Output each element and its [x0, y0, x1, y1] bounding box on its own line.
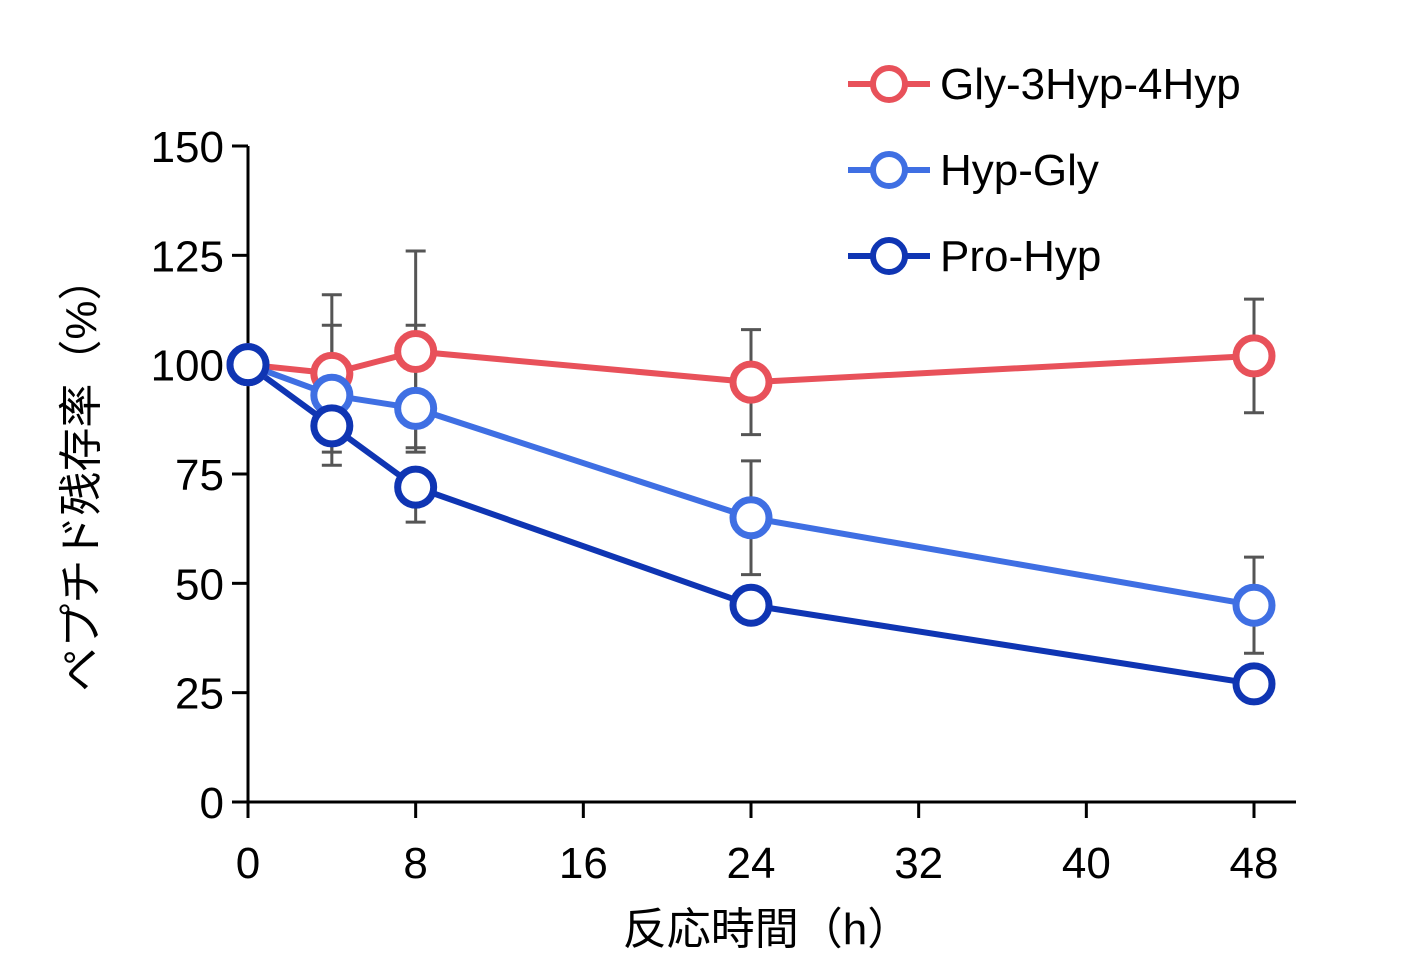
data-point-2 [394, 465, 438, 509]
data-point-2 [729, 583, 773, 627]
x-tick-label: 16 [559, 839, 608, 888]
legend-swatch-marker [870, 65, 908, 103]
data-point-0 [729, 360, 773, 404]
y-axis-title: ペプチド残存率（%） [57, 256, 106, 691]
data-point-0 [394, 330, 438, 374]
x-tick-label: 32 [894, 839, 943, 888]
x-tick-label: 8 [403, 839, 427, 888]
axis-ticks: 0 25 50 75 100 125 150 0 8 16 24 32 40 48 [151, 123, 1279, 888]
legend-swatch-marker [870, 237, 908, 275]
data-point-1 [1232, 583, 1276, 627]
data-point-1 [394, 386, 438, 430]
y-tick-label: 150 [151, 123, 224, 172]
y-tick-label: 25 [175, 670, 224, 719]
data-point-2 [226, 343, 270, 387]
y-tick-label: 75 [175, 451, 224, 500]
legend-label: Pro-Hyp [940, 232, 1101, 281]
data-point-2 [1232, 662, 1276, 706]
error-bars [321, 249, 1264, 655]
x-tick-label: 24 [727, 839, 776, 888]
legend-label: Hyp-Gly [940, 146, 1099, 195]
legend: Gly-3Hyp-4Hyp Hyp-Gly Pro-Hyp [848, 60, 1241, 281]
y-tick-label: 50 [175, 560, 224, 609]
y-tick-label: 100 [151, 342, 224, 391]
y-tick-label: 125 [151, 232, 224, 281]
data-point-1 [729, 496, 773, 540]
y-tick-label: 0 [200, 779, 224, 828]
legend-label: Gly-3Hyp-4Hyp [940, 60, 1241, 109]
data-point-0 [1232, 334, 1276, 378]
x-tick-label: 0 [236, 839, 260, 888]
x-axis-title: 反応時間（h） [623, 905, 911, 954]
x-tick-label: 40 [1062, 839, 1111, 888]
data-point-2 [310, 404, 354, 448]
series-markers [226, 330, 1276, 706]
legend-swatch-marker [870, 151, 908, 189]
x-tick-label: 48 [1230, 839, 1279, 888]
